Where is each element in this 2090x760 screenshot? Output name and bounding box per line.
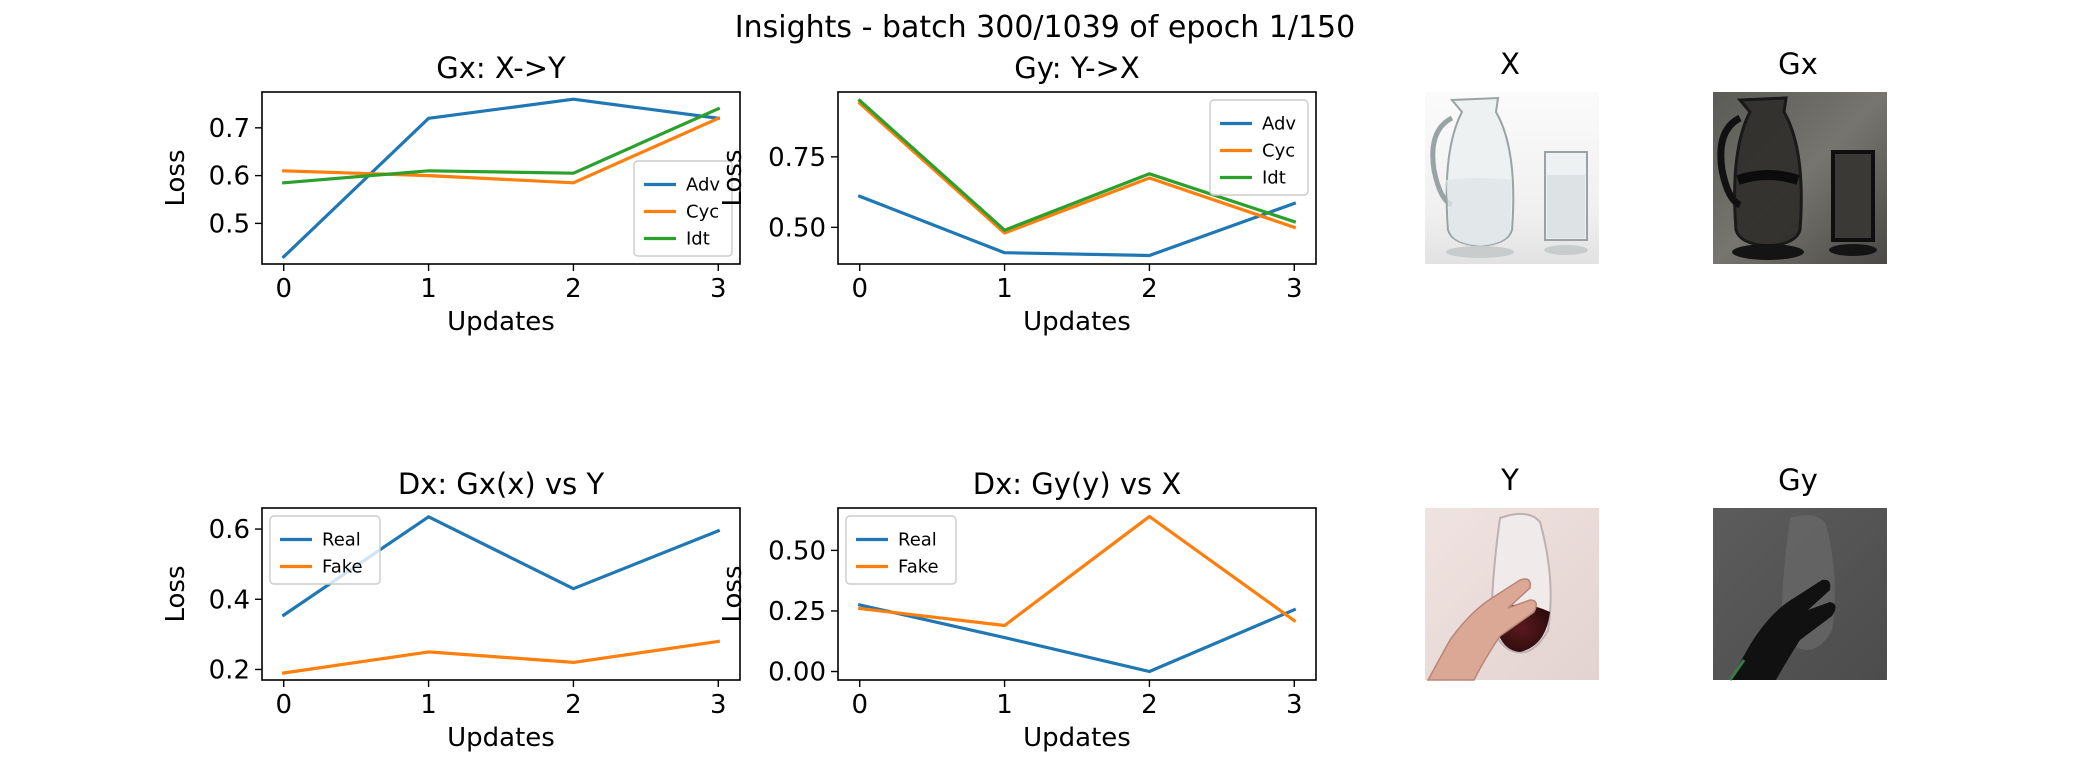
x-tick-label: 1 <box>420 690 437 720</box>
y-tick-label: 0.7 <box>209 114 250 144</box>
translated-pitcher-photo <box>1713 92 1887 264</box>
series-line-real <box>857 602 1297 674</box>
legend: Real Fake <box>845 515 957 585</box>
legend-label-idt: Idt <box>686 229 710 250</box>
x-axis-label: Updates <box>1023 723 1131 753</box>
y-tick-label: 0.75 <box>768 143 826 173</box>
x-tick-label: 1 <box>420 274 437 304</box>
chart-gy: Gy: Y->X 0 1 2 3 0.50 0.75 Updates Loss Adv Cyc Idt <box>718 51 1317 337</box>
chart-title: Gx: X->Y <box>436 51 566 85</box>
y-tick-label: 0.6 <box>209 515 250 545</box>
image-gy-title: Gy <box>1778 463 1818 497</box>
x-tick-label: 1 <box>996 274 1013 304</box>
legend-label-adv: Adv <box>686 175 720 196</box>
image-y-title: Y <box>1500 463 1519 497</box>
image-x-title: X <box>1500 47 1520 81</box>
y-axis-label: Loss <box>161 565 191 622</box>
chart-title: Dx: Gy(y) vs X <box>973 467 1181 501</box>
series-line-fake <box>857 514 1297 628</box>
plot-frame <box>261 507 741 681</box>
legend: Adv Cyc Idt <box>1209 99 1309 196</box>
y-tick-label: 0.5 <box>209 209 250 239</box>
legend-label-real: Real <box>322 530 361 551</box>
chart-dx-gy-vs-x: Dx: Gy(y) vs X 0 1 2 3 0.00 0.25 0.50 Updates Los… <box>718 467 1317 753</box>
y-tick-label: 0.6 <box>209 162 250 192</box>
translated-hand-photo <box>1713 508 1887 681</box>
chart-title: Dx: Gx(x) vs Y <box>398 467 605 501</box>
legend-label-real: Real <box>898 530 937 551</box>
x-tick-label: 0 <box>275 274 292 304</box>
x-axis-label: Updates <box>447 307 555 337</box>
y-tick-label: 0.00 <box>768 658 826 688</box>
figure-suptitle: Insights - batch 300/1039 of epoch 1/150 <box>735 10 1355 45</box>
y-tick-label: 0.50 <box>768 213 826 243</box>
hand-holding-wine-glass-photo <box>1425 508 1599 681</box>
x-axis-label: Updates <box>1023 307 1131 337</box>
plot-frame <box>837 507 1317 681</box>
x-tick-label: 1 <box>996 690 1013 720</box>
y-axis-label: Loss <box>161 149 191 206</box>
series-line-idt <box>281 106 721 185</box>
x-tick-label: 3 <box>710 274 727 304</box>
series-line-fake <box>281 639 721 675</box>
y-tick-label: 0.4 <box>209 585 250 615</box>
legend-label-cyc: Cyc <box>686 202 719 223</box>
x-tick-label: 3 <box>1286 274 1303 304</box>
series-line-cyc <box>282 116 721 185</box>
legend-label-fake: Fake <box>898 557 939 578</box>
legend: Adv Cyc Idt <box>633 160 733 257</box>
x-tick-label: 0 <box>275 690 292 720</box>
x-tick-label: 2 <box>565 690 582 720</box>
series-line-idt <box>857 98 1297 232</box>
x-tick-label: 2 <box>565 274 582 304</box>
y-tick-label: 0.50 <box>768 536 826 566</box>
x-tick-label: 0 <box>851 274 868 304</box>
y-tick-label: 0.25 <box>768 597 826 627</box>
plot-frame <box>261 91 741 265</box>
x-tick-label: 0 <box>851 690 868 720</box>
y-axis-label: Loss <box>718 149 748 206</box>
x-axis-label: Updates <box>447 723 555 753</box>
plot-frame <box>837 91 1317 265</box>
chart-dx-gx-vs-y: Dx: Gx(x) vs Y 0 1 2 3 0.2 0.4 0.6 Updates Loss Re… <box>161 467 741 753</box>
x-tick-label: 3 <box>710 690 727 720</box>
x-tick-label: 2 <box>1141 274 1158 304</box>
legend-label-cyc: Cyc <box>1262 141 1295 162</box>
x-tick-label: 3 <box>1286 690 1303 720</box>
chart-title: Gy: Y->X <box>1014 51 1139 85</box>
legend-label-idt: Idt <box>1262 168 1286 189</box>
series-line-adv <box>857 194 1297 258</box>
glass-pitcher-photo <box>1425 92 1599 264</box>
series-line-cyc <box>857 101 1297 235</box>
chart-gx: Gx: X->Y 0 1 2 3 0.5 0.6 0.7 Updates Loss Adv Cyc Id… <box>161 51 741 337</box>
y-tick-label: 0.2 <box>209 655 250 685</box>
y-axis-label: Loss <box>718 565 748 622</box>
legend-label-fake: Fake <box>322 557 363 578</box>
image-gx-title: Gx <box>1778 47 1818 81</box>
series-line-adv <box>281 97 721 260</box>
legend: Real Fake <box>269 515 381 585</box>
legend-label-adv: Adv <box>1262 114 1296 135</box>
x-tick-label: 2 <box>1141 690 1158 720</box>
